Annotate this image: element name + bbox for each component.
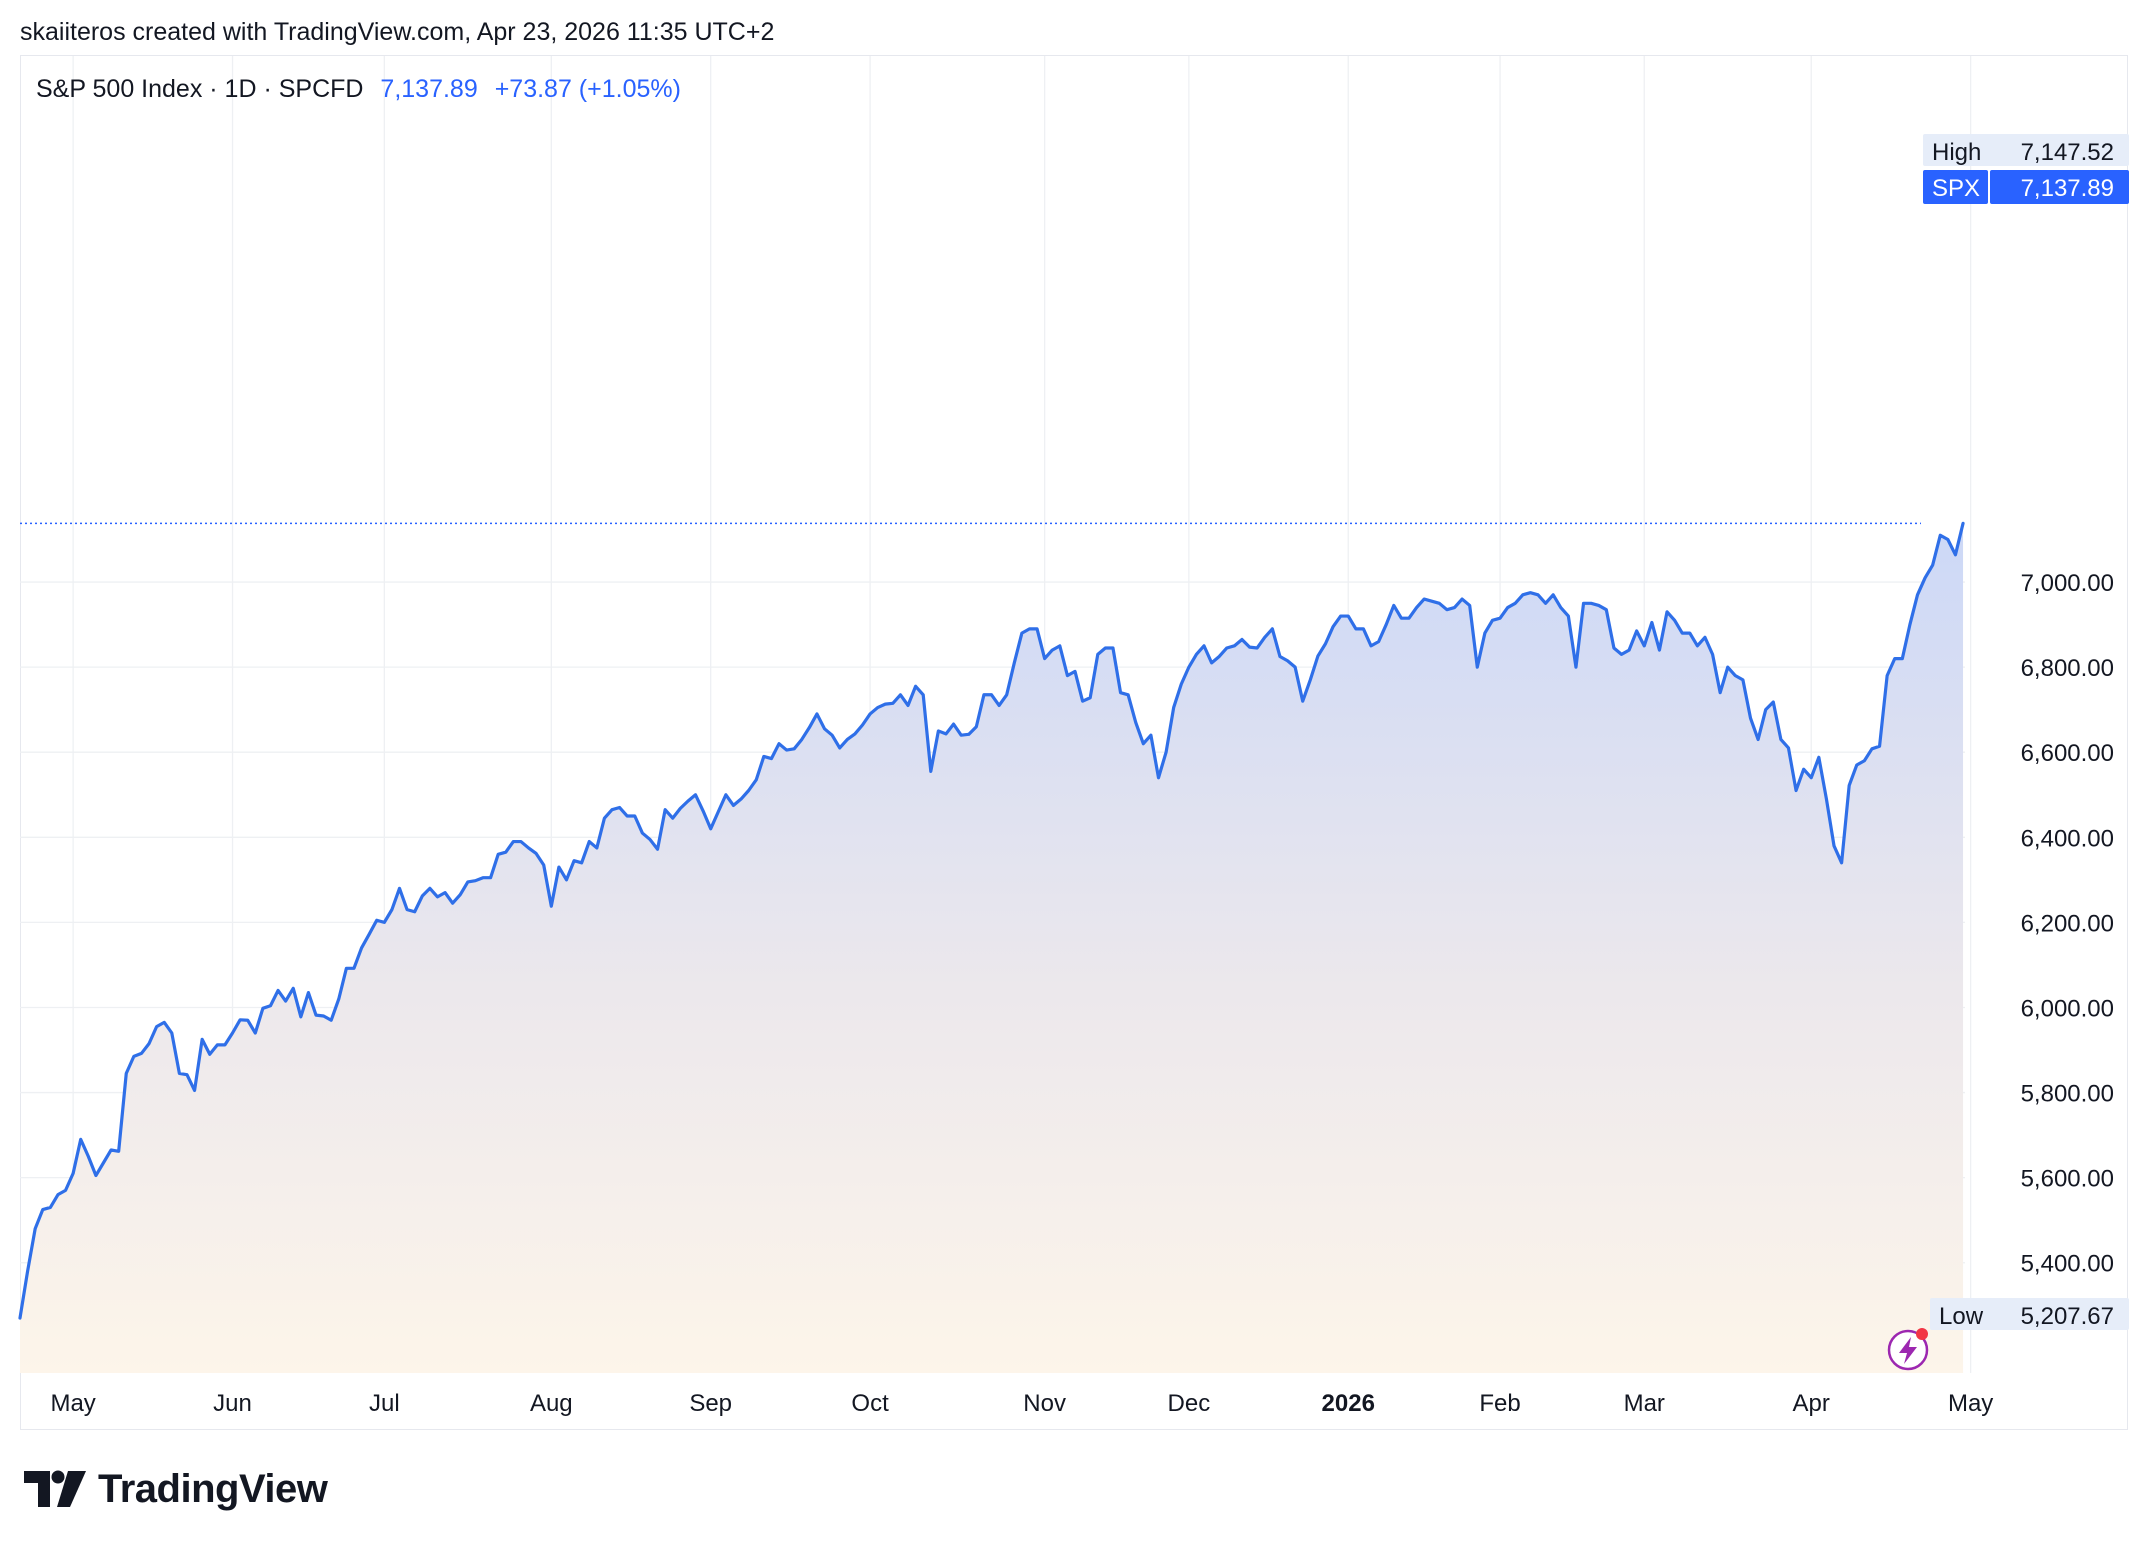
x-tick-label: Dec bbox=[1168, 1390, 1211, 1417]
y-tick-label: 5,800.00 bbox=[2021, 1081, 2114, 1108]
symbol-title: S&P 500 Index · 1D · SPCFD bbox=[36, 75, 364, 103]
x-tick-label: Sep bbox=[689, 1390, 732, 1417]
high-label: High bbox=[1932, 139, 1981, 166]
last-label: SPX bbox=[1932, 175, 1980, 202]
symbol-legend: S&P 500 Index · 1D · SPCFD 7,137.89 +73.… bbox=[36, 75, 681, 104]
tradingview-wordmark: TradingView bbox=[98, 1466, 328, 1511]
low-label: Low bbox=[1939, 1303, 1984, 1330]
y-tick-label: 7,000.00 bbox=[2021, 570, 2114, 597]
low-value: 5,207.67 bbox=[2021, 1303, 2114, 1330]
y-tick-label: 6,400.00 bbox=[2021, 825, 2114, 852]
last-price-value: 7,137.89 bbox=[380, 75, 478, 103]
high-value: 7,147.52 bbox=[2021, 139, 2114, 166]
x-tick-label: Aug bbox=[530, 1390, 573, 1417]
x-axis: May Jun Jul Aug Sep Oct Nov Dec 2026 Feb Mar Apr May bbox=[50, 1390, 1993, 1417]
tradingview-logo-icon bbox=[24, 1470, 86, 1507]
x-tick-label: Feb bbox=[1479, 1390, 1520, 1417]
price-change-value: +73.87 (+1.05%) bbox=[494, 75, 681, 103]
lightning-icon[interactable] bbox=[1887, 1328, 1929, 1371]
x-tick-label: Jul bbox=[369, 1390, 400, 1417]
x-tick-label: May bbox=[50, 1390, 95, 1417]
y-tick-label: 5,400.00 bbox=[2021, 1251, 2114, 1278]
price-line[interactable] bbox=[18, 521, 1965, 1320]
y-tick-label: 6,000.00 bbox=[2021, 995, 2114, 1022]
price-area-fill bbox=[20, 523, 1964, 1373]
y-tick-label: 6,600.00 bbox=[2021, 740, 2114, 767]
x-tick-label: Mar bbox=[1624, 1390, 1665, 1417]
y-tick-label: 6,200.00 bbox=[2021, 910, 2114, 937]
chart-frame bbox=[20, 55, 2128, 1430]
x-tick-label: Apr bbox=[1793, 1390, 1830, 1417]
x-tick-label: 2026 bbox=[1322, 1390, 1375, 1417]
last-value: 7,137.89 bbox=[2021, 175, 2114, 202]
y-axis: 5,400.00 5,600.00 5,800.00 6,000.00 6,200.00… bbox=[2021, 570, 2114, 1278]
tradingview-logo[interactable]: TradingView bbox=[24, 1466, 328, 1512]
x-tick-label: Oct bbox=[851, 1390, 889, 1417]
x-tick-label: Nov bbox=[1023, 1390, 1066, 1417]
y-tick-label: 6,800.00 bbox=[2021, 655, 2114, 682]
attribution-text: skaiiteros created with TradingView.com,… bbox=[20, 18, 775, 46]
y-tick-label: 5,600.00 bbox=[2021, 1166, 2114, 1193]
last-price-marker: SPX 7,137.89 bbox=[1923, 170, 2129, 204]
x-tick-label: May bbox=[1948, 1390, 1993, 1417]
low-marker: Low 5,207.67 bbox=[1930, 1298, 2129, 1330]
x-tick-label: Jun bbox=[213, 1390, 252, 1417]
high-marker: High 7,147.52 bbox=[1923, 134, 2129, 166]
